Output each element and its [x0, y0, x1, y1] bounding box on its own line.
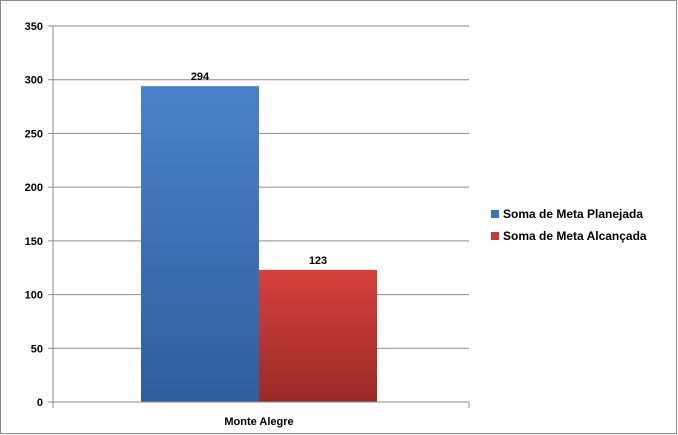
legend-swatch [491, 210, 499, 218]
y-tick-label: 150 [25, 236, 43, 248]
bar-alcancada [259, 269, 377, 402]
data-label: 294 [191, 71, 210, 83]
legend-item: Soma de Meta Alcançada [491, 225, 647, 247]
y-tick-label: 0 [37, 397, 43, 409]
y-tick-label: 50 [31, 343, 43, 355]
legend-swatch [491, 232, 499, 240]
y-tick-label: 100 [25, 290, 43, 302]
legend-label: Soma de Meta Planejada [503, 207, 644, 221]
x-category-label: Monte Alegre [224, 416, 293, 428]
legend: Soma de Meta Planejada Soma de Meta Alcan… [491, 203, 647, 247]
y-tick-label: 350 [25, 21, 43, 33]
y-tick-label: 300 [25, 75, 43, 87]
legend-label: Soma de Meta Alcançada [503, 229, 647, 243]
y-tick-label: 250 [25, 128, 43, 140]
y-tick-label: 200 [25, 182, 43, 194]
bar-planejada [141, 86, 259, 402]
data-label: 123 [309, 255, 327, 267]
legend-item: Soma de Meta Planejada [491, 203, 647, 225]
